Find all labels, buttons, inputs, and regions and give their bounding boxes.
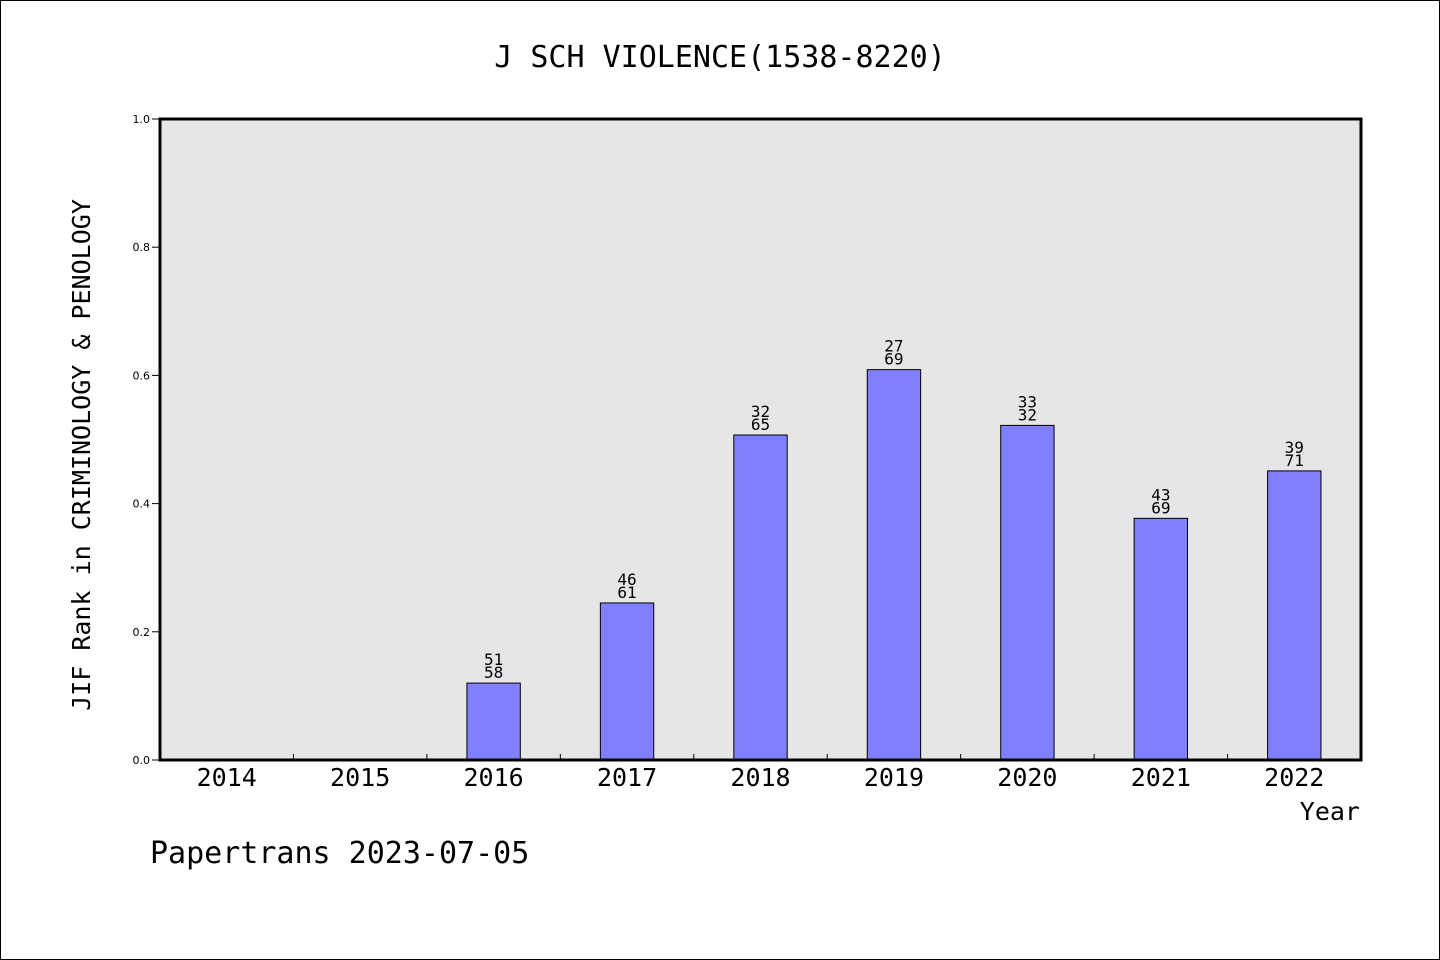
bar [1133,517,1189,761]
bar [1267,470,1322,761]
x-tick-label: 2020 [997,763,1057,792]
y-tick-label: 0.6 [133,369,151,382]
bars-group [466,369,1322,761]
y-tick-label: 0.8 [133,241,151,254]
y-tick-label: 0.4 [133,498,151,511]
bar [1000,424,1055,761]
x-tick-label: 2018 [730,763,790,792]
bar-label-rank: 27 [884,337,903,356]
y-tick-label: 0.2 [133,626,151,639]
bar-label-rank: 43 [1151,485,1170,504]
bar [733,434,788,761]
bar [466,682,521,761]
bar [866,369,922,761]
bar-label-rank: 33 [1018,392,1037,411]
bar-label-total: 65 [751,415,770,434]
x-tick-label: 2019 [864,763,924,792]
bar-label-total: 58 [484,663,503,682]
bar-label-total: 71 [1285,451,1304,470]
bar-label-total: 69 [1151,498,1170,517]
x-tick-label: 2021 [1131,763,1191,792]
y-axis-label: JIF Rank in CRIMINOLOGY & PENOLOGY [67,199,96,711]
x-axis-label: Year [1300,797,1360,826]
bar-label-rank: 46 [617,570,636,589]
x-tick-label: 2016 [464,763,524,792]
plot-border [158,117,1363,762]
x-tick-label: 2022 [1264,763,1324,792]
footer-credit: Papertrans 2023-07-05 [150,836,529,871]
bar-label-total: 61 [617,583,636,602]
chart-title: J SCH VIOLENCE(1538-8220) [494,40,946,75]
x-axis: 2014 2015 2016 2017 2018 2019 2020 2021 2022 [197,754,1324,792]
bar-label-total: 32 [1018,405,1037,424]
bar-label-rank: 51 [484,650,503,669]
x-tick-label: 2017 [597,763,657,792]
bar-label-total: 69 [884,350,903,369]
bar [599,602,655,761]
x-tick-label: 2015 [330,763,390,792]
bar-label-rank: 32 [751,402,770,421]
x-tick-label: 2014 [197,763,257,792]
y-tick-label: 1.0 [133,113,151,126]
bar-label-rank: 39 [1285,438,1304,457]
y-axis: 0.0 0.2 0.4 0.6 0.8 1.0 [133,113,160,767]
y-tick-label: 0.0 [133,754,151,767]
